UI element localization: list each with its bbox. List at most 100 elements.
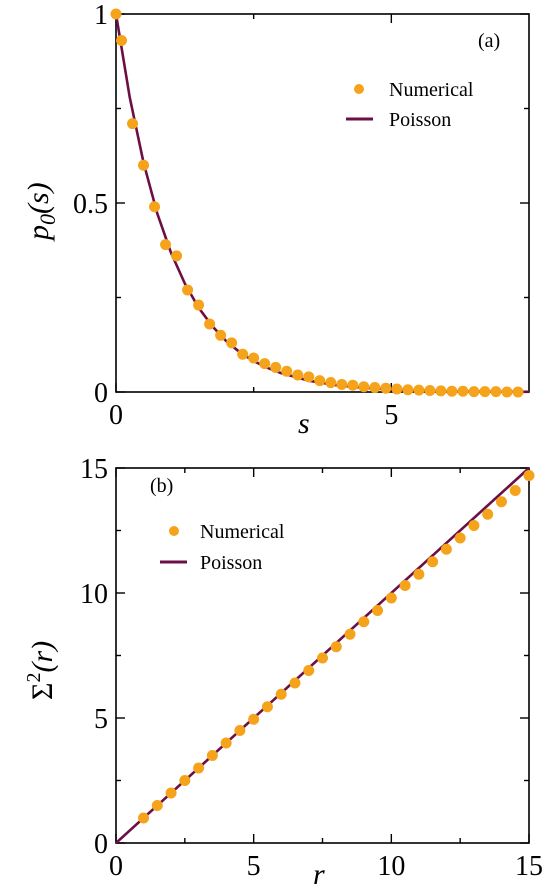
numerical-data-point bbox=[468, 520, 480, 531]
numerical-data-point bbox=[127, 118, 139, 130]
y-tick-label: 0 bbox=[94, 829, 108, 860]
poisson-series-line bbox=[114, 13, 530, 394]
panel-b-label: (b) bbox=[150, 475, 173, 497]
numerical-data-point bbox=[160, 239, 172, 251]
panel-a-poisson-line bbox=[114, 13, 530, 394]
numerical-data-point bbox=[523, 470, 535, 481]
legend-b-poisson-label: Poisson bbox=[200, 552, 262, 574]
numerical-data-point bbox=[182, 284, 194, 296]
numerical-data-point bbox=[424, 384, 436, 396]
y-tick-label: 10 bbox=[80, 579, 108, 610]
numerical-data-point bbox=[391, 383, 403, 395]
numerical-data-point bbox=[303, 665, 315, 676]
numerical-data-point bbox=[259, 358, 271, 370]
numerical-data-point bbox=[372, 605, 384, 616]
numerical-data-point bbox=[336, 378, 348, 390]
x-tick-label: 0 bbox=[109, 400, 123, 431]
numerical-data-point bbox=[248, 352, 260, 364]
panel-a: 0 5 0 0.5 1 (a) Numerical Poisson p0(s) s bbox=[22, 0, 530, 440]
numerical-data-point bbox=[110, 8, 122, 20]
numerical-data-point bbox=[413, 384, 425, 396]
numerical-data-point bbox=[490, 386, 502, 398]
numerical-data-point bbox=[237, 348, 249, 360]
numerical-data-point bbox=[138, 812, 150, 824]
numerical-data-point bbox=[116, 34, 128, 46]
legend-a-numerical-marker bbox=[354, 84, 364, 94]
numerical-data-point bbox=[509, 485, 521, 496]
numerical-data-point bbox=[427, 556, 439, 568]
numerical-data-point bbox=[270, 361, 282, 373]
x-tick-label: 10 bbox=[377, 851, 405, 882]
numerical-data-point bbox=[347, 379, 359, 391]
numerical-data-point bbox=[457, 385, 469, 397]
numerical-data-point bbox=[369, 381, 381, 393]
numerical-data-point bbox=[292, 369, 304, 381]
legend-b-numerical-label: Numerical bbox=[200, 521, 285, 543]
numerical-data-point bbox=[215, 329, 227, 341]
numerical-data-point bbox=[314, 375, 326, 387]
numerical-data-point bbox=[440, 543, 452, 555]
x-tick-label: 5 bbox=[384, 400, 398, 431]
numerical-data-point bbox=[380, 382, 392, 394]
numerical-data-point bbox=[149, 201, 161, 213]
numerical-data-point bbox=[385, 592, 397, 604]
numerical-data-point bbox=[495, 496, 507, 508]
y-tick-label: 0 bbox=[94, 378, 108, 409]
numerical-data-point bbox=[402, 384, 414, 396]
legend-a-poisson-label: Poisson bbox=[389, 109, 451, 131]
numerical-data-point bbox=[179, 775, 191, 786]
panel-b-xlabel: r bbox=[313, 858, 325, 890]
panel-a-label: (a) bbox=[478, 30, 500, 52]
panel-a-frame bbox=[115, 13, 530, 393]
numerical-data-point bbox=[325, 377, 337, 389]
numerical-data-point bbox=[138, 159, 150, 171]
numerical-data-point bbox=[468, 386, 480, 398]
numerical-data-point bbox=[151, 800, 163, 811]
y-tick-label: 5 bbox=[94, 704, 108, 735]
numerical-data-point bbox=[204, 318, 216, 330]
numerical-data-point bbox=[220, 737, 232, 749]
panel-a-legend: Numerical Poisson bbox=[346, 79, 474, 131]
numerical-data-point bbox=[206, 750, 218, 761]
panel-b-ylabel: Σ2(r) bbox=[23, 641, 59, 700]
legend-a-numerical-label: Numerical bbox=[389, 79, 474, 101]
panel-b-numerical-points bbox=[138, 470, 535, 824]
x-tick-label: 0 bbox=[109, 851, 123, 882]
y-tick-label: 1 bbox=[94, 0, 108, 31]
numerical-data-point bbox=[446, 385, 458, 397]
panel-a-ylabel: p0(s) bbox=[22, 182, 60, 242]
numerical-data-point bbox=[193, 299, 205, 311]
legend-b-numerical-marker bbox=[169, 526, 179, 536]
y-tick-label: 15 bbox=[80, 454, 108, 485]
numerical-data-point bbox=[479, 386, 491, 398]
panel-a-ticks: 0 5 0 0.5 1 bbox=[73, 0, 529, 431]
numerical-data-point bbox=[248, 713, 260, 725]
numerical-data-point bbox=[226, 337, 238, 349]
numerical-data-point bbox=[512, 386, 524, 398]
numerical-data-point bbox=[303, 371, 315, 383]
numerical-data-point bbox=[454, 532, 466, 544]
x-tick-label: 5 bbox=[247, 851, 261, 882]
panel-a-xlabel: s bbox=[298, 407, 310, 440]
numerical-data-point bbox=[344, 628, 356, 640]
numerical-data-point bbox=[234, 725, 246, 736]
y-tick-label: 0.5 bbox=[73, 189, 108, 220]
x-tick-label: 15 bbox=[515, 851, 543, 882]
numerical-data-point bbox=[275, 688, 287, 700]
numerical-data-point bbox=[482, 508, 494, 520]
numerical-data-point bbox=[330, 641, 342, 653]
panel-a-numerical-points bbox=[110, 8, 524, 398]
numerical-data-point bbox=[317, 652, 328, 664]
numerical-data-point bbox=[165, 787, 177, 799]
numerical-data-point bbox=[358, 616, 370, 628]
numerical-data-point bbox=[358, 381, 370, 393]
panel-b-ticks: 0 5 10 15 0 5 10 15 bbox=[80, 454, 543, 882]
numerical-data-point bbox=[399, 580, 411, 591]
panel-b-legend: Numerical Poisson bbox=[160, 521, 285, 574]
numerical-data-point bbox=[435, 385, 447, 397]
numerical-data-point bbox=[193, 762, 205, 774]
numerical-data-point bbox=[261, 701, 273, 713]
numerical-data-point bbox=[171, 250, 183, 262]
numerical-data-point bbox=[289, 677, 301, 689]
